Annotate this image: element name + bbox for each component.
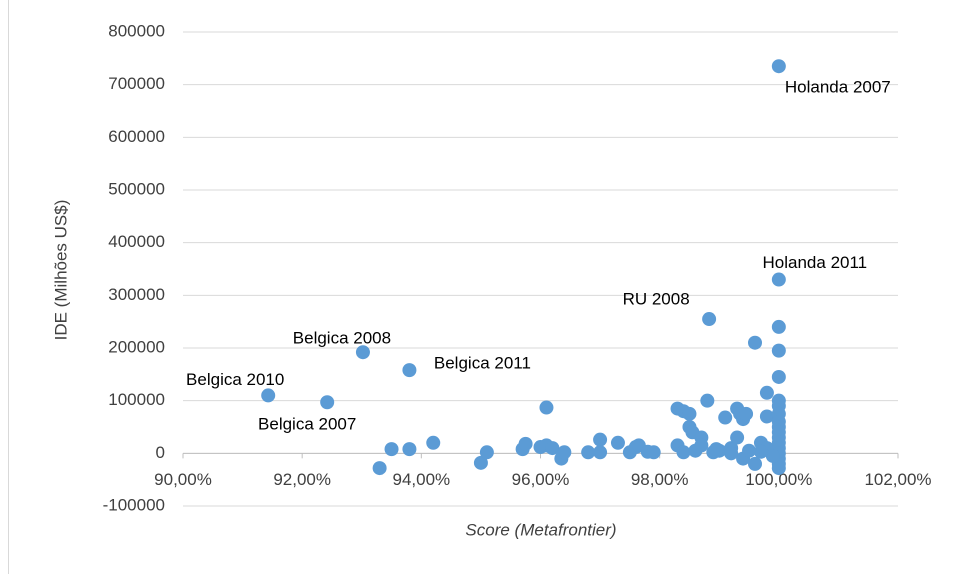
x-tick-label: 102,00% <box>864 470 931 489</box>
point <box>739 406 754 421</box>
x-tick-label: 100,00% <box>745 470 812 489</box>
point <box>718 410 733 425</box>
y-tick-label: 400000 <box>108 232 165 251</box>
point <box>355 345 370 360</box>
point <box>742 443 757 458</box>
point <box>748 335 762 350</box>
point <box>759 385 774 400</box>
point <box>771 369 786 384</box>
point <box>709 442 724 457</box>
point <box>771 59 786 74</box>
point <box>724 446 739 461</box>
y-tick-label: 500000 <box>108 179 165 198</box>
y-tick-label: 800000 <box>108 21 165 40</box>
point <box>771 343 786 358</box>
y-axis-title: IDE (Milhões US$) <box>51 200 70 341</box>
y-tick-label: 300000 <box>108 285 165 304</box>
point <box>593 432 608 447</box>
point <box>753 444 768 459</box>
point <box>771 272 786 287</box>
y-tick-label: 700000 <box>108 74 165 93</box>
point <box>384 442 399 457</box>
point-label: RU 2008 <box>623 290 690 309</box>
y-tick-label: 100000 <box>108 390 165 409</box>
point-label: Holanda 2007 <box>785 78 891 97</box>
point <box>730 430 745 445</box>
point <box>700 393 715 408</box>
x-tick-label: 96,00% <box>512 470 570 489</box>
y-tick-label: -100000 <box>103 495 165 514</box>
point <box>610 435 625 450</box>
x-tick-label: 94,00% <box>392 470 450 489</box>
point <box>320 395 335 410</box>
y-tick-label: 0 <box>156 443 165 462</box>
point <box>557 445 572 460</box>
x-axis-title: Score (Metafrontier) <box>465 520 616 539</box>
point <box>545 441 560 456</box>
y-tick-label: 200000 <box>108 337 165 356</box>
point <box>581 445 596 460</box>
point-label: Belgica 2011 <box>434 354 531 373</box>
point <box>426 435 441 450</box>
point <box>765 448 780 463</box>
point-label: Belgica 2008 <box>293 329 391 348</box>
point-label: Holanda 2011 <box>763 253 868 272</box>
point-label: Belgica 2010 <box>186 370 284 389</box>
point <box>771 461 786 476</box>
point <box>402 363 417 378</box>
point <box>771 319 786 334</box>
y-tick-label: 600000 <box>108 127 165 146</box>
point-label: Belgica 2007 <box>258 415 356 434</box>
point <box>702 312 717 327</box>
point <box>593 445 608 460</box>
point <box>646 445 661 460</box>
x-tick-label: 98,00% <box>631 470 689 489</box>
point <box>402 442 417 457</box>
point <box>479 445 494 460</box>
point <box>682 406 697 421</box>
point <box>372 461 387 476</box>
point <box>473 455 488 470</box>
point <box>676 445 691 460</box>
point <box>518 436 533 451</box>
x-tick-label: 90,00% <box>154 470 212 489</box>
point <box>759 409 774 424</box>
point <box>748 456 762 471</box>
point <box>694 438 709 453</box>
x-tick-label: 92,00% <box>273 470 331 489</box>
point <box>539 400 554 415</box>
point <box>261 388 276 403</box>
